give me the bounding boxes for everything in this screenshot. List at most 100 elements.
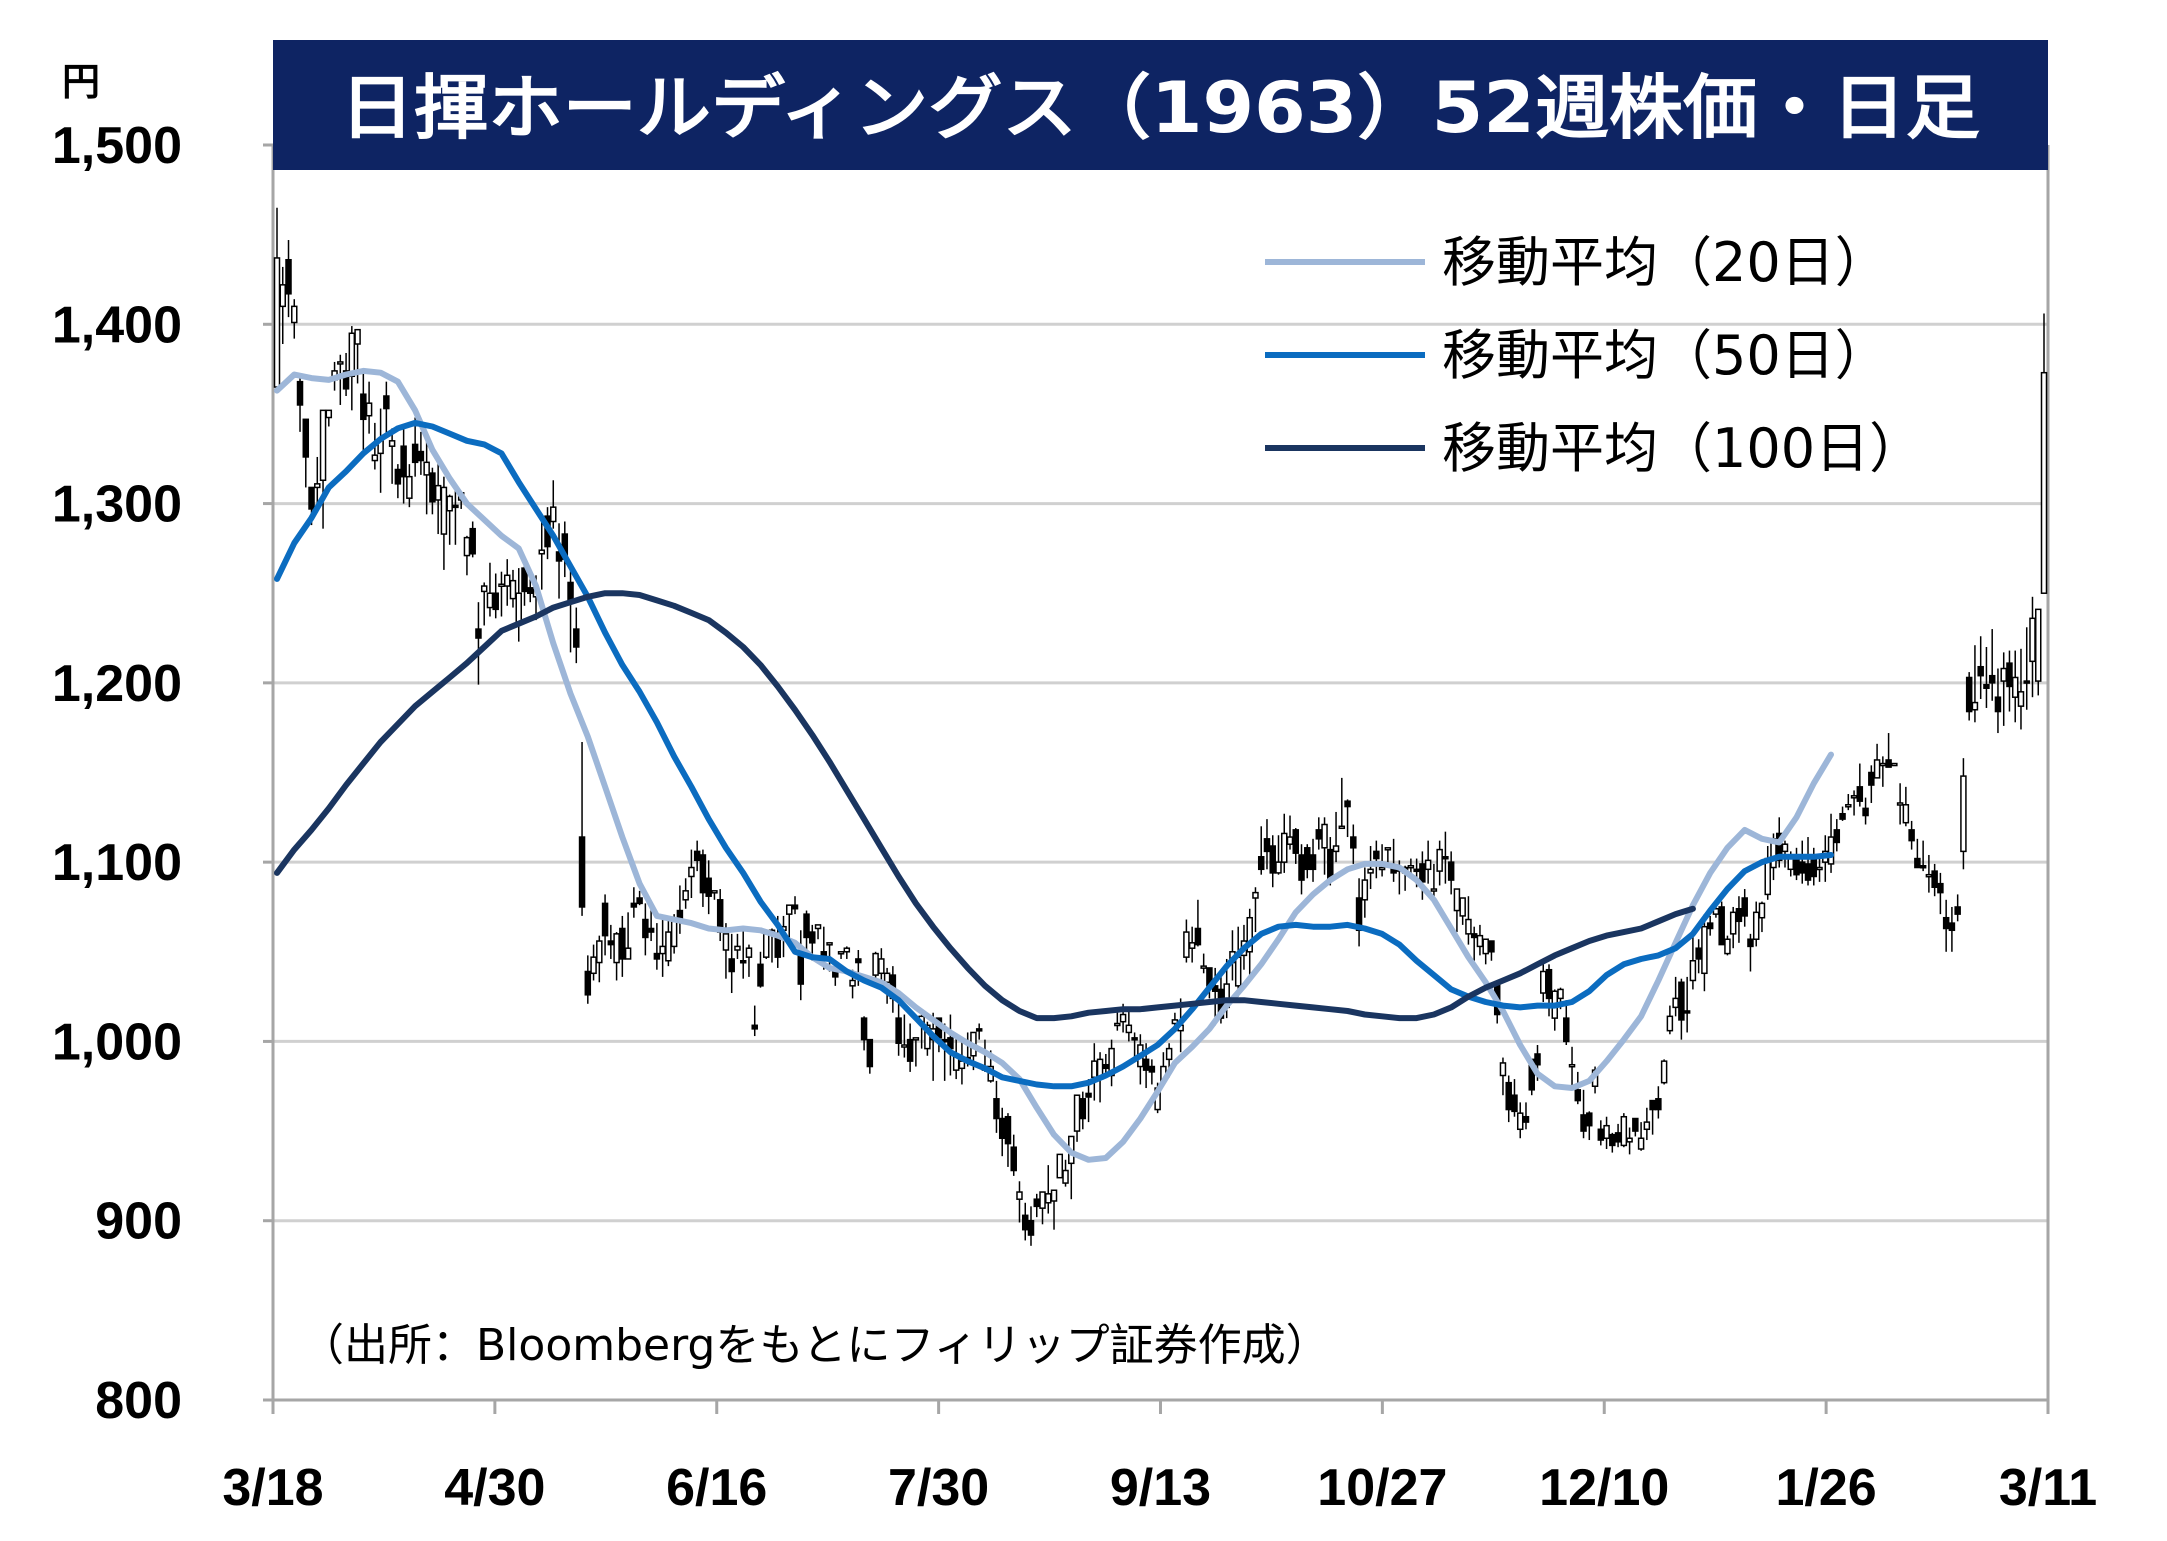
- candle-body: [1747, 938, 1754, 948]
- candle-body: [1165, 1047, 1173, 1061]
- candle-body: [394, 468, 402, 485]
- candlestick: [630, 887, 638, 918]
- candlestick: [665, 915, 672, 967]
- candlestick: [573, 607, 580, 664]
- candle-body: [1407, 864, 1415, 869]
- candlestick: [1637, 1122, 1645, 1151]
- candle-body: [1856, 786, 1864, 802]
- candle-body: [1286, 836, 1294, 845]
- legend-label: 移動平均（20日）: [1442, 231, 1889, 294]
- candle-body: [492, 592, 499, 611]
- candle-body: [739, 960, 747, 964]
- ma-line-2: [274, 590, 1696, 1022]
- candlestick: [1948, 906, 1956, 952]
- x-tick-labels: 3/18 4/30 6/16 7/30 9/13 10/27 12/10 1/26 3/11: [222, 1400, 2097, 1517]
- candlestick: [2040, 313, 2048, 594]
- candle-body: [849, 979, 856, 987]
- candle-body: [1942, 916, 1950, 930]
- candlestick: [469, 521, 476, 558]
- candle-body: [1079, 1098, 1087, 1120]
- candlestick: [619, 915, 626, 977]
- x-tick-label: 10/27: [1317, 1459, 1447, 1517]
- candle-body: [1073, 1094, 1081, 1132]
- candlestick: [814, 924, 822, 940]
- candlestick: [682, 878, 689, 909]
- candle-body: [2000, 667, 2007, 682]
- candle-body: [1062, 1169, 1069, 1184]
- candle-body: [550, 506, 557, 523]
- candle-body: [670, 920, 678, 948]
- candlestick: [1050, 1189, 1058, 1230]
- candlestick: [906, 1023, 914, 1072]
- x-tick-label: 3/11: [1999, 1459, 2097, 1517]
- candle-body: [883, 972, 891, 984]
- candle-body: [1609, 1133, 1616, 1147]
- candle-body: [1925, 873, 1933, 878]
- candle-body: [1701, 925, 1708, 975]
- candlestick: [1689, 932, 1697, 990]
- candlestick: [291, 299, 298, 339]
- candle-body: [791, 904, 799, 910]
- candle-body: [1850, 795, 1858, 799]
- candle-body: [1603, 1124, 1610, 1139]
- candle-body: [1367, 868, 1374, 874]
- candle-body: [786, 904, 793, 915]
- candle-body: [1413, 868, 1420, 873]
- candlestick: [1701, 914, 1708, 992]
- candle-body: [371, 454, 379, 462]
- candlestick: [1056, 1153, 1064, 1179]
- candle-body: [1045, 1193, 1052, 1204]
- candle-body: [1649, 1099, 1656, 1111]
- candlestick: [1073, 1094, 1081, 1142]
- candle-body: [1948, 922, 1956, 932]
- candlestick: [1424, 840, 1432, 884]
- candle-body: [728, 958, 735, 973]
- candle-body: [400, 445, 407, 478]
- y-tick-label: 1,300: [52, 476, 182, 534]
- source-note: （出所：Bloombergをもとにフィリップ証券作成）: [300, 1320, 1330, 1371]
- candle-body: [826, 942, 833, 946]
- candlestick: [1706, 915, 1714, 936]
- candlestick: [762, 932, 770, 959]
- candlestick: [1873, 743, 1881, 779]
- candlestick: [998, 1107, 1006, 1157]
- candle-body: [1885, 759, 1892, 768]
- candlestick: [1649, 1099, 1656, 1135]
- candle-body: [630, 902, 638, 908]
- ma-line-1: [274, 419, 1834, 1090]
- candlestick: [1045, 1165, 1052, 1214]
- candlestick: [1983, 647, 1990, 708]
- candlestick: [1879, 756, 1887, 787]
- candlestick: [1200, 953, 1207, 974]
- candlestick: [2006, 650, 2013, 712]
- candlestick: [475, 602, 482, 685]
- candlestick: [1868, 765, 1875, 803]
- candle-body: [573, 628, 580, 648]
- candle-body: [273, 257, 281, 388]
- candlestick: [578, 742, 586, 916]
- candlestick: [1447, 851, 1455, 895]
- candle-body: [665, 931, 672, 962]
- candlestick: [1338, 777, 1346, 830]
- candlestick: [1609, 1132, 1616, 1153]
- candle-body: [803, 913, 810, 939]
- candlestick: [642, 903, 649, 956]
- candle-body: [1505, 1081, 1512, 1111]
- candlestick: [1678, 978, 1685, 1040]
- chart-title: 日揮ホールディングス（1963）52週株価・日足: [340, 67, 1980, 149]
- candlestick: [1361, 867, 1369, 918]
- candlestick: [1741, 889, 1748, 927]
- candle-body: [285, 258, 292, 295]
- candlestick: [296, 374, 304, 432]
- candle-body: [1810, 857, 1818, 878]
- candle-body: [1091, 1060, 1098, 1079]
- candle-body: [440, 486, 448, 535]
- candle-body: [434, 484, 442, 501]
- candle-body: [809, 931, 816, 944]
- candle-body: [417, 450, 425, 462]
- candle-body: [2040, 371, 2048, 594]
- candle-body: [1902, 804, 1910, 824]
- candlestick: [1332, 811, 1340, 863]
- candle-body: [1424, 859, 1432, 871]
